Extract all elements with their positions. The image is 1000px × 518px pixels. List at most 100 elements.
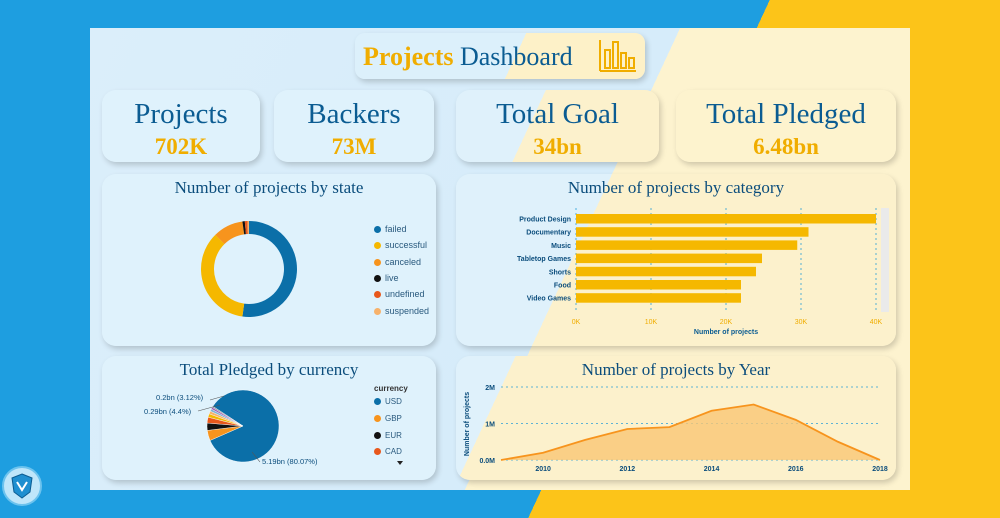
chart-title: Number of projects by Year xyxy=(581,360,771,379)
pie-data-label: 5.19bn (80.07%) xyxy=(262,457,318,466)
legend-label: failed xyxy=(385,224,407,234)
shield-logo-icon xyxy=(11,473,33,499)
legend-label: CAD xyxy=(385,447,402,456)
donut-slice-successful[interactable] xyxy=(201,234,245,317)
x-axis-label: Number of projects xyxy=(693,329,759,336)
scrollbar-track[interactable] xyxy=(881,208,889,312)
dashboard-title: Projects Dashboard xyxy=(363,42,573,72)
legend-dot xyxy=(374,242,381,249)
donut-slice-undefined[interactable] xyxy=(244,221,248,235)
kpi-total-goal-card: Total Goal 34bn xyxy=(456,90,659,162)
legend-item-failed[interactable]: failed xyxy=(374,224,407,234)
x-tick-label: 0K xyxy=(572,319,581,326)
legend-label: live xyxy=(385,273,399,283)
pie-data-label: 0.29bn (4.4%) xyxy=(144,407,192,416)
legend-item-live[interactable]: live xyxy=(374,273,399,283)
legend-item-gbp[interactable]: GBP xyxy=(374,414,402,423)
brand-logo xyxy=(2,466,42,506)
legend-dot xyxy=(374,275,381,282)
state-donut-chart xyxy=(201,221,298,317)
x-tick-label: 10K xyxy=(645,319,658,326)
y-axis-label: Number of projects xyxy=(464,392,471,456)
legend-dot xyxy=(374,291,381,298)
legend-dot xyxy=(374,308,381,315)
x-tick-label: 2010 xyxy=(535,466,551,473)
x-tick-label: 2018 xyxy=(872,466,888,473)
category-bar-chart: 0K 10K 20K 30K 40K Product Design Documentary M… xyxy=(517,208,889,326)
category-label: Tabletop Games xyxy=(517,256,571,263)
x-tick-label: 30K xyxy=(795,319,808,326)
x-tick-label: 20K xyxy=(720,319,733,326)
kpi-value: 6.48bn xyxy=(753,134,819,159)
legend-item-usd[interactable]: USD xyxy=(374,397,402,406)
legend-item-canceled[interactable]: canceled xyxy=(374,257,421,267)
category-chart-card: Number of projects by category 0K 10K 20K 3… xyxy=(456,174,896,346)
area-fill xyxy=(501,404,880,460)
legend-label: successful xyxy=(385,240,428,250)
x-tick-label: 2012 xyxy=(620,466,636,473)
x-tick-label: 40K xyxy=(870,319,883,326)
donut-slice-failed[interactable] xyxy=(242,221,298,317)
kpi-value: 702K xyxy=(154,134,208,159)
x-tick-label: 2014 xyxy=(704,466,720,473)
legend-scroll-down-icon[interactable] xyxy=(397,461,403,465)
y-tick-label: 0.0M xyxy=(479,458,495,465)
legend-label: suspended xyxy=(385,306,430,316)
legend-dot xyxy=(374,432,381,439)
series-line[interactable] xyxy=(500,403,881,461)
donut-slice-canceled[interactable] xyxy=(215,221,245,245)
pie-slice-USD[interactable] xyxy=(209,389,280,463)
legend-item-undefined[interactable]: undefined xyxy=(374,289,425,299)
legend-title: currency xyxy=(374,384,408,393)
category-label: Shorts xyxy=(549,269,571,276)
category-bar[interactable] xyxy=(576,240,798,250)
legend-dot xyxy=(374,259,381,266)
category-bar[interactable] xyxy=(576,266,756,277)
legend-item-successful[interactable]: successful xyxy=(374,240,427,250)
kpi-label: Total Goal xyxy=(496,98,619,130)
category-label: Food xyxy=(554,283,571,290)
category-label: Product Design xyxy=(519,217,571,224)
category-bar[interactable] xyxy=(576,227,809,237)
kpi-value: 34bn xyxy=(533,134,582,159)
category-label: Documentary xyxy=(526,230,571,237)
title-rest: Dashboard xyxy=(459,42,573,71)
donut-slice-live[interactable] xyxy=(242,221,246,235)
bar-chart-icon xyxy=(599,40,636,72)
legend-item-suspended[interactable]: suspended xyxy=(374,306,429,316)
pie-leader-line xyxy=(251,451,261,463)
year-chart-card: Number of projects by Year 2M 1M 0.0M 2010 2… xyxy=(456,356,896,480)
category-bar[interactable] xyxy=(576,280,741,290)
legend-label: canceled xyxy=(385,257,422,267)
chart-title: Number of projects by state xyxy=(174,178,364,197)
y-tick-label: 2M xyxy=(485,385,495,392)
category-bar[interactable] xyxy=(576,293,741,303)
legend-label: GBP xyxy=(385,414,402,423)
legend-item-eur[interactable]: EUR xyxy=(374,431,402,440)
year-area-chart: 2M 1M 0.0M 2010 2012 2014 2016 2018 Number of pr… xyxy=(464,385,888,473)
state-chart-card: Number of projects by state failed succe… xyxy=(102,174,436,346)
pie-data-label: 0.2bn (3.12%) xyxy=(156,393,204,402)
legend-dot xyxy=(374,448,381,455)
legend-label: undefined xyxy=(385,289,425,299)
pie-leader-line xyxy=(197,404,221,412)
category-label: Music xyxy=(551,243,571,250)
category-bar[interactable] xyxy=(576,214,876,224)
kpi-backers-card: Backers 73M xyxy=(274,90,434,162)
legend-item-cad[interactable]: CAD xyxy=(374,447,402,456)
kpi-label: Projects xyxy=(134,98,228,130)
currency-pie-chart: 0.2bn (3.12%) 0.29bn (4.4%) 5.19bn (80.07%… xyxy=(144,389,318,466)
kpi-label: Total Pledged xyxy=(706,98,866,130)
legend-dot xyxy=(374,415,381,422)
chart-title: Number of projects by category xyxy=(567,178,785,197)
category-bar[interactable] xyxy=(576,253,762,264)
x-tick-label: 2016 xyxy=(788,466,804,473)
chart-title: Total Pledged by currency xyxy=(179,360,359,379)
legend-label: EUR xyxy=(385,431,402,440)
donut-slice-suspended[interactable] xyxy=(247,221,249,235)
title-accent: Projects xyxy=(363,42,454,71)
currency-chart-card: Total Pledged by currency 0.2bn (3.12%) 0… xyxy=(102,356,436,480)
legend-label: USD xyxy=(385,397,402,406)
kpi-value: 73M xyxy=(331,134,377,159)
dashboard-title-card: Projects Dashboard xyxy=(355,33,645,79)
